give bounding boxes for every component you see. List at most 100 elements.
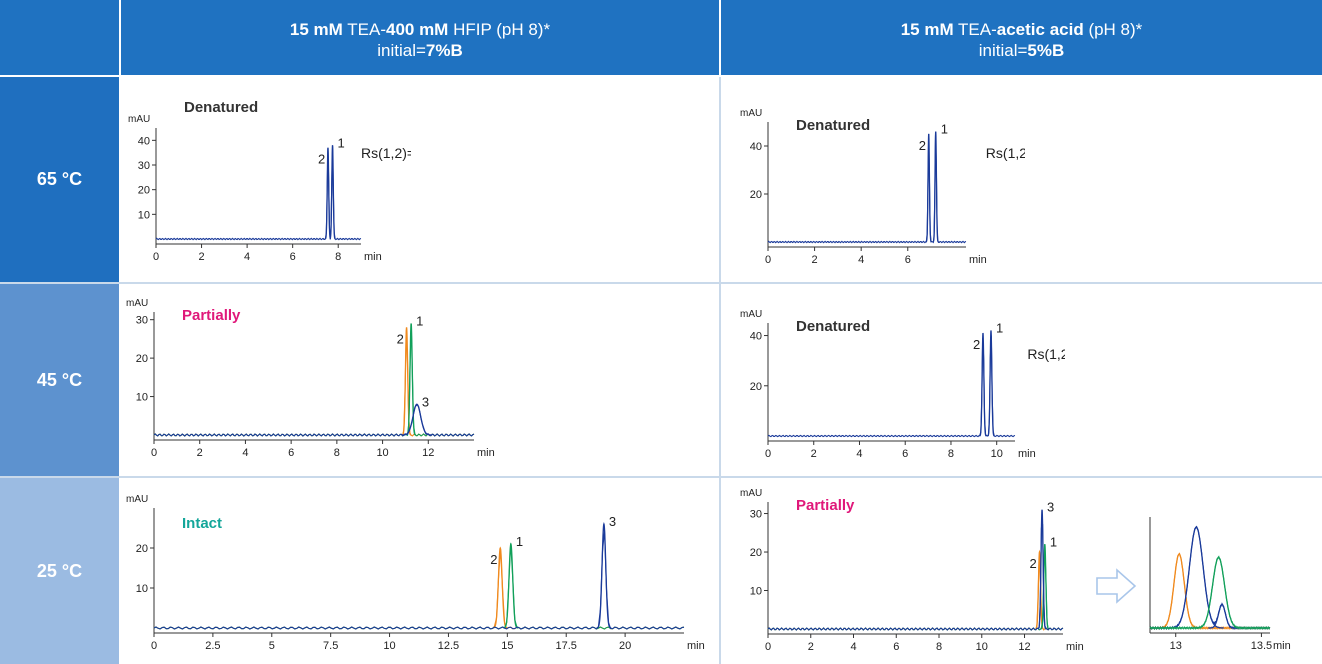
x-unit-label: min [1018, 448, 1036, 460]
x-tick-label: 0 [151, 447, 157, 459]
resolution-label: Rs(1,2)=1.82 [361, 145, 411, 161]
baseline-trace [767, 544, 1064, 631]
y-tick-label: 30 [138, 160, 150, 172]
x-tick-label: 12.5 [438, 640, 459, 652]
x-tick-label: 4 [856, 448, 862, 460]
header-right-line2: initial=5%B [721, 40, 1322, 61]
y-tick-label: 10 [136, 392, 148, 404]
x-tick-label: 10 [991, 448, 1003, 460]
x-unit-label: min [687, 640, 705, 652]
y-axis-label: mAU [740, 309, 762, 320]
row-label-65-text: 65 °C [36, 169, 83, 189]
x-tick-label: 12 [422, 447, 434, 459]
baseline-trace [153, 324, 475, 437]
header-right-p1: 15 mM [900, 20, 954, 39]
zoom-arrow-icon [1096, 568, 1137, 604]
y-tick-label: 20 [750, 381, 762, 393]
status-label: Denatured [796, 318, 870, 335]
y-tick-label: 10 [136, 583, 148, 595]
x-tick-label: 0 [765, 641, 771, 653]
x-tick-label: 5 [269, 640, 275, 652]
peak-label: 1 [338, 135, 345, 150]
y-tick-label: 30 [750, 509, 762, 521]
peak-label: 2 [490, 552, 497, 567]
x-tick-label: 0 [153, 251, 159, 263]
baseline-trace [1149, 552, 1271, 631]
header-right-p4: (pH 8)* [1083, 20, 1143, 39]
x-tick-label: 8 [936, 641, 942, 653]
x-tick-label: 8 [335, 251, 341, 263]
x-tick-label: 8 [334, 447, 340, 459]
x-tick-label: 2 [808, 641, 814, 653]
x-tick-label: 6 [902, 448, 908, 460]
x-tick-label: 20 [619, 640, 631, 652]
y-axis-label: mAU [126, 494, 148, 505]
x-tick-label: 12 [1018, 641, 1030, 653]
peak-label: 1 [996, 321, 1003, 336]
y-tick-label: 20 [138, 185, 150, 197]
y-tick-label: 20 [750, 547, 762, 559]
x-tick-label: 8 [948, 448, 954, 460]
x-tick-label: 4 [850, 641, 856, 653]
y-tick-label: 20 [136, 353, 148, 365]
baseline-trace [153, 543, 685, 630]
baseline-trace [153, 548, 685, 630]
x-tick-label: 6 [905, 254, 911, 266]
peak-label: 2 [973, 337, 980, 352]
baseline-trace [767, 556, 1064, 631]
peak-label: 1 [1050, 534, 1057, 549]
x-tick-label: 4 [858, 254, 864, 266]
row-label-25-text: 25 °C [36, 560, 83, 581]
peak-label: 3 [1047, 500, 1054, 515]
x-tick-label: 0 [151, 640, 157, 652]
peak-label: 2 [1029, 556, 1036, 571]
row-label-65: 65 °C [0, 77, 119, 282]
status-label: Intact [182, 515, 222, 532]
status-label: Denatured [184, 99, 258, 116]
row-label-25: 25 °C [0, 478, 119, 664]
y-axis-label: mAU [740, 108, 762, 119]
status-label: Partially [182, 307, 241, 324]
peak-trace [1158, 553, 1200, 629]
header-right-l2b: 5%B [1027, 41, 1065, 60]
row-separator [0, 282, 1322, 284]
header-right-p3: acetic acid [996, 20, 1084, 39]
x-tick-label: 0 [765, 254, 771, 266]
header-left-line1: 15 mM TEA-400 mM HFIP (pH 8)* [121, 19, 719, 40]
x-tick-label: 6 [290, 251, 296, 263]
y-tick-label: 10 [750, 586, 762, 598]
row-label-45: 45 °C [0, 284, 119, 476]
chromatogram-25c-hfip: 0 2.5 5 7.5 10 12.5 15 17.5 20 min 10 20 mAU 2 1 3 Intac… [126, 494, 705, 652]
peak-trace [1208, 603, 1236, 629]
x-tick-label: 2 [198, 251, 204, 263]
y-tick-label: 40 [750, 141, 762, 153]
peak-trace [1168, 526, 1224, 629]
row-label-45-text: 45 °C [36, 369, 83, 390]
peak-label: 1 [516, 534, 523, 549]
x-tick-label: 2 [811, 448, 817, 460]
header-right: 15 mM TEA-acetic acid (pH 8)* initial=5%… [721, 0, 1322, 75]
resolution-label: Rs(1,2)=4.46 [1027, 346, 1065, 362]
peak-label: 3 [422, 394, 429, 409]
x-unit-label: min [969, 254, 987, 266]
y-tick-label: 10 [138, 209, 150, 221]
y-axis-label: mAU [740, 488, 762, 499]
baseline-trace [767, 335, 1016, 438]
peak-label: 2 [397, 331, 404, 346]
y-tick-label: 30 [136, 315, 148, 327]
x-unit-label: min [1066, 641, 1084, 653]
peak-label: 2 [318, 152, 325, 167]
x-unit-label: min [1273, 640, 1291, 652]
baseline-trace [153, 404, 475, 437]
header-corner [0, 0, 119, 75]
x-tick-label: 10 [976, 641, 988, 653]
x-tick-label: 7.5 [323, 640, 338, 652]
header-left-p2: TEA- [342, 20, 386, 39]
y-axis-label: mAU [126, 298, 148, 309]
peak-label: 1 [941, 122, 948, 137]
x-tick-label: 10 [376, 447, 388, 459]
header-left-p3: 400 mM [385, 20, 449, 39]
peak-label: 1 [416, 314, 423, 329]
